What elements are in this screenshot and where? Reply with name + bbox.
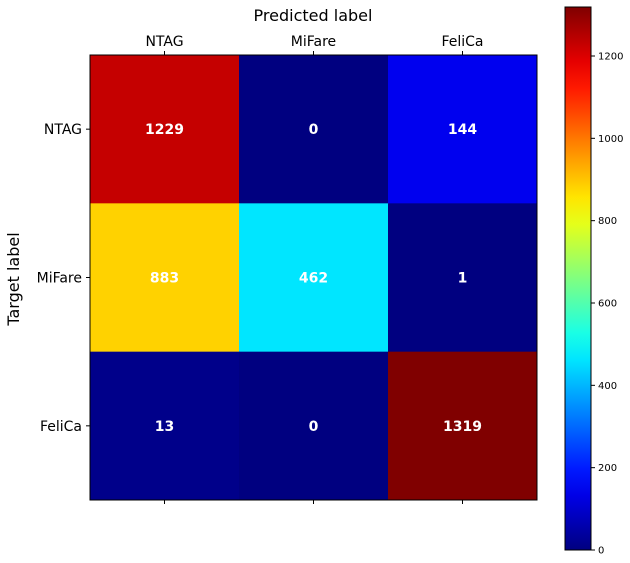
colorbar-tick-label: 200	[598, 463, 617, 474]
y-tick-label: MiFare	[37, 271, 82, 287]
x-tick-label: MiFare	[291, 34, 336, 50]
colorbar-tick-label: 1200	[598, 51, 623, 62]
heatmap-cell	[239, 203, 389, 353]
cell-value-label: 0	[309, 419, 319, 435]
x-tick-label: FeliCa	[441, 34, 483, 50]
heatmap-cell	[388, 351, 538, 501]
cell-value-label: 13	[155, 419, 174, 435]
colorbar-tick-label: 1000	[598, 134, 623, 145]
heatmap-cell	[239, 351, 389, 501]
heatmap-cell	[90, 203, 240, 353]
heatmap-cell	[388, 203, 538, 353]
colorbar	[564, 6, 592, 551]
cell-value-label: 144	[448, 122, 477, 138]
y-axis-label: Target label	[4, 232, 23, 326]
cell-value-label: 462	[299, 271, 328, 287]
heatmap-cell	[90, 351, 240, 501]
heatmap-cell	[388, 55, 538, 204]
colorbar-ticks: 0 200 400 600 800 1000 1200	[591, 51, 623, 557]
y-tick-label: FeliCa	[40, 419, 82, 435]
cell-value-label: 1	[458, 271, 468, 287]
x-tick-label: NTAG	[145, 34, 183, 50]
cell-value-label: 1229	[145, 122, 184, 138]
colorbar-tick-label: 800	[598, 216, 617, 227]
heatmap-cell	[90, 55, 240, 204]
colorbar-tick-label: 400	[598, 381, 617, 392]
chart-title: Predicted label	[254, 6, 373, 25]
cell-value-label: 0	[309, 122, 319, 138]
cell-value-label: 883	[150, 271, 179, 287]
cell-value-label: 1319	[443, 419, 482, 435]
heatmap-cell	[239, 55, 389, 204]
colorbar-tick-label: 600	[598, 298, 617, 309]
y-axis-ticks: NTAG MiFare FeliCa	[37, 122, 90, 435]
heatmap-cells: 1229 0 144 883 462 1 13 0 1319	[90, 55, 538, 501]
y-tick-label: NTAG	[44, 122, 82, 138]
x-axis-ticks: NTAG MiFare FeliCa	[145, 34, 484, 504]
colorbar-tick-label: 0	[598, 546, 604, 557]
